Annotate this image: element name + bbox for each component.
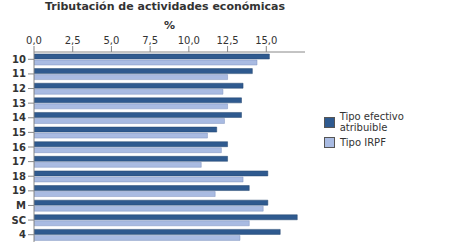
svg-text:12: 12	[12, 83, 26, 94]
svg-text:14: 14	[12, 112, 26, 123]
svg-text:17: 17	[12, 156, 26, 167]
svg-text:7,5: 7,5	[142, 35, 158, 46]
html-text:Tipo IRPF: Tipo IRPF	[340, 136, 386, 148]
svg-text:12,5: 12,5	[216, 35, 238, 46]
svg-text:18: 18	[12, 171, 26, 182]
svg-text:SC: SC	[11, 215, 26, 226]
svg-text:13: 13	[12, 98, 26, 109]
svg-text:4: 4	[19, 229, 26, 240]
svg-text:M: M	[16, 200, 26, 211]
html-text:Tributación de actividades eco: Tributación de actividades económicas	[44, 0, 286, 13]
svg-text:19: 19	[12, 185, 26, 196]
svg-text:0,0: 0,0	[26, 35, 42, 46]
html-text:Tipo efectivo atribuible: Tipo efectivo atribuible	[339, 111, 404, 133]
svg-text:10: 10	[12, 54, 26, 65]
svg-text:15,0: 15,0	[255, 35, 277, 46]
svg-text:5,0: 5,0	[103, 35, 119, 46]
svg-text:15: 15	[12, 127, 26, 138]
svg-text:10,0: 10,0	[178, 35, 200, 46]
svg-text:2,5: 2,5	[65, 35, 81, 46]
svg-text:11: 11	[12, 68, 26, 79]
svg-text:16: 16	[12, 142, 26, 153]
